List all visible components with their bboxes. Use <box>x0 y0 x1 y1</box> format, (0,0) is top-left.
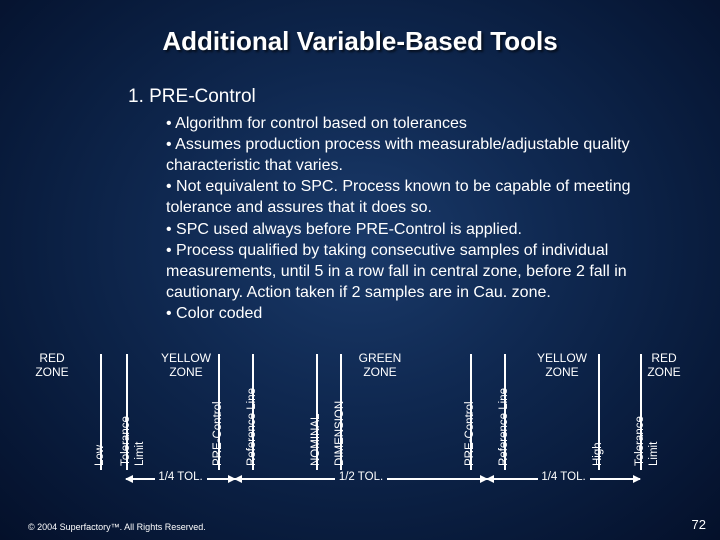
page-number: 72 <box>692 517 706 532</box>
tolerance-arrow <box>235 478 335 480</box>
zone-label: YELLOWZONE <box>156 352 216 380</box>
bullet-item: • SPC used always before PRE-Control is … <box>166 219 646 240</box>
vertical-label: Reference Line <box>498 388 510 466</box>
slide-title: Additional Variable-Based Tools <box>0 26 720 57</box>
bullet-item: • Color coded <box>166 303 646 324</box>
vertical-label: NOMINAL <box>310 414 322 466</box>
bullet-item: • Assumes production process with measur… <box>166 134 646 176</box>
tolerance-label: 1/4 TOL. <box>155 471 207 483</box>
bullet-item: • Process qualified by taking consecutiv… <box>166 240 646 303</box>
zone-label: REDZONE <box>22 352 82 380</box>
tolerance-label: 1/4 TOL. <box>538 471 590 483</box>
vertical-label: Reference Line <box>246 388 258 466</box>
vertical-label: PRE-Control <box>464 401 476 466</box>
vertical-label: Tolerance <box>634 416 646 466</box>
vertical-label: DIMENSION <box>334 401 346 466</box>
bullet-item: • Not equivalent to SPC. Process known t… <box>166 176 646 218</box>
zone-label: REDZONE <box>634 352 694 380</box>
tolerance-arrow <box>387 478 487 480</box>
tolerance-label: 1/2 TOL. <box>335 471 387 483</box>
vertical-label: Tolerance <box>120 416 132 466</box>
tolerance-arrow <box>487 478 538 480</box>
tolerance-arrow <box>207 478 236 480</box>
pre-control-diagram: REDZONEYELLOWZONEGREENZONEYELLOWZONEREDZ… <box>30 350 690 500</box>
copyright-text: © 2004 Superfactory™. All Rights Reserve… <box>28 522 206 532</box>
vertical-label: PRE-Control <box>212 401 224 466</box>
vertical-label: Low <box>94 445 106 466</box>
section-heading: 1. PRE-Control <box>128 86 256 108</box>
zone-label: YELLOWZONE <box>532 352 592 380</box>
bullet-list: • Algorithm for control based on toleran… <box>166 113 646 324</box>
tolerance-arrow <box>126 478 155 480</box>
zone-label: GREENZONE <box>350 352 410 380</box>
vertical-label: Limit <box>648 442 660 466</box>
bullet-item: • Algorithm for control based on toleran… <box>166 113 646 134</box>
vertical-label: Limit <box>134 442 146 466</box>
vertical-label: High <box>592 442 604 466</box>
tolerance-arrow <box>590 478 641 480</box>
